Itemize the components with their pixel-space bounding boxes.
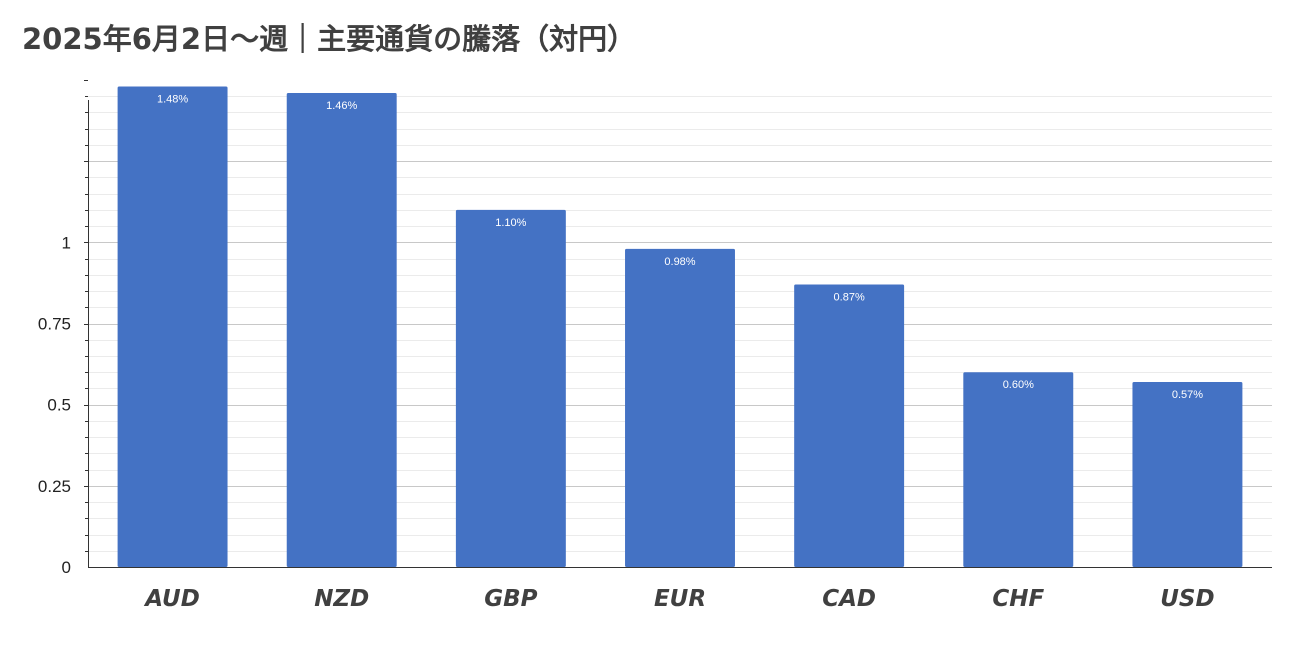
bars <box>117 86 1243 568</box>
y-tick-label: 0.5 <box>47 396 71 415</box>
x-tick-label-aud: AUD <box>143 586 200 612</box>
labels: 1.48% AUD 1.46% NZD 1.10% GBP 0.98% EUR 0.87% CAD… <box>38 93 1215 612</box>
x-tick-label-eur: EUR <box>654 586 706 612</box>
x-tick-label-cad: CAD <box>822 586 876 612</box>
bar-aud <box>117 86 228 568</box>
bar-cad <box>794 284 905 567</box>
bar-usd <box>1132 381 1243 567</box>
data-label-aud: 1.48% <box>157 93 188 105</box>
x-tick-label-usd: USD <box>1160 586 1214 612</box>
data-label-usd: 0.57% <box>1172 389 1203 401</box>
chart-title: 2025年6月2日～週｜主要通貨の騰落（対円） <box>22 22 637 56</box>
data-label-eur: 0.98% <box>664 256 695 268</box>
bar-gbp <box>455 209 566 567</box>
bar-chf <box>963 372 1074 567</box>
data-label-nzd: 1.46% <box>326 100 357 112</box>
y-tick-label: 0.75 <box>38 315 71 334</box>
data-label-cad: 0.87% <box>834 292 865 304</box>
x-tick-label-chf: CHF <box>992 586 1044 612</box>
y-tick-label: 0.25 <box>38 477 71 496</box>
x-tick-label-gbp: GBP <box>484 586 537 612</box>
x-tick-label-nzd: NZD <box>314 586 369 612</box>
axes <box>84 80 1272 568</box>
y-tick-label: 0 <box>62 558 71 577</box>
bar-eur <box>625 248 735 567</box>
y-tick-label: 1 <box>62 233 71 252</box>
data-label-chf: 0.60% <box>1003 379 1034 391</box>
bar-nzd <box>286 92 397 568</box>
data-label-gbp: 1.10% <box>495 217 526 229</box>
